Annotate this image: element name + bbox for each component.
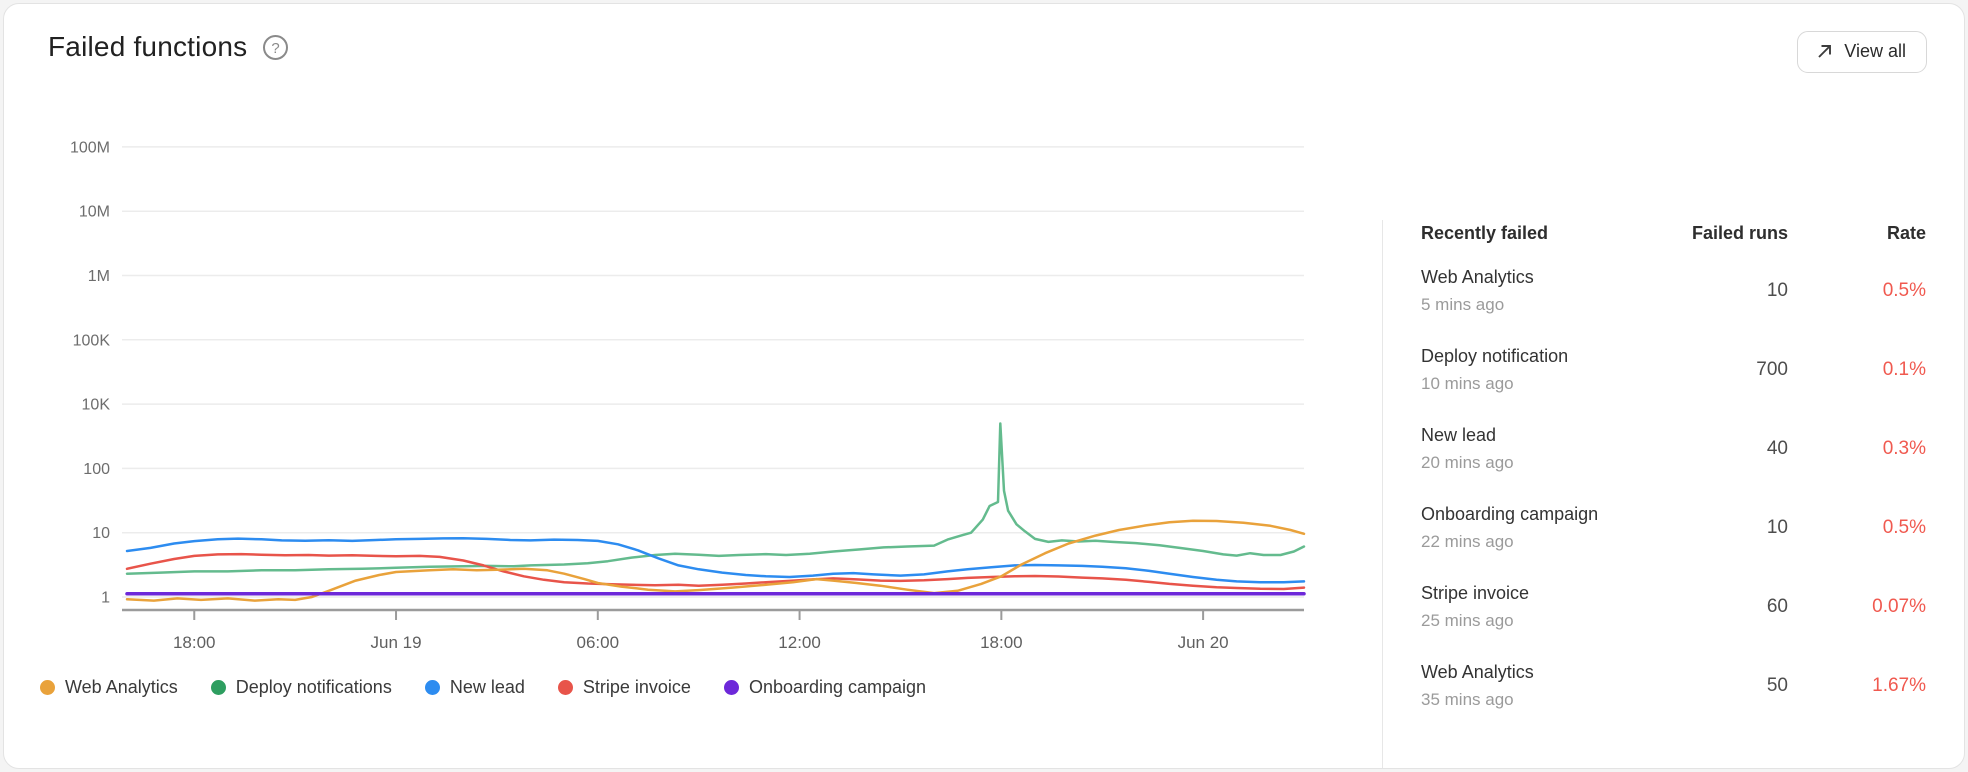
legend-item[interactable]: Onboarding campaign [723,677,927,698]
x-axis-label: 06:00 [577,633,620,652]
rate-value: 0.1% [1882,359,1926,380]
rate-value: 0.5% [1882,517,1926,538]
failed-runs-value: 10 [1766,280,1788,301]
function-name: Deploy notification [1421,346,1569,366]
series-line-stripe-invoice [125,552,1306,591]
y-axis-label: 1M [88,268,110,285]
y-axis-label: 1 [101,590,110,607]
rate-value: 0.3% [1882,438,1926,459]
y-axis-label: 10 [92,525,110,542]
column-header-rate: Rate [1886,223,1926,243]
legend-label: Deploy notifications [235,677,392,697]
failed-runs-value: 50 [1766,675,1788,696]
y-axis-label: 100 [83,461,110,478]
table-row[interactable]: Web Analytics 35 mins ago 50 1.67% [1421,647,1926,726]
function-time: 10 mins ago [1421,374,1514,393]
legend-label: New lead [449,677,525,697]
legend-dot-stripe-invoice [557,680,573,695]
table-row[interactable]: Deploy notification 10 mins ago 700 0.1% [1421,331,1926,410]
vertical-divider [1382,220,1383,768]
legend-dot-web-analytics [40,680,55,695]
legend-item[interactable]: New lead [424,677,525,698]
svg-text:?: ? [272,40,280,57]
x-axis-label: Jun 20 [1178,633,1229,652]
function-time: 20 mins ago [1421,453,1514,472]
function-name: Web Analytics [1421,662,1534,682]
x-axis-label: 18:00 [173,633,216,652]
legend-label: Onboarding campaign [748,677,927,697]
function-name: New lead [1421,425,1497,445]
legend-dot-deploy-notifications [210,680,226,695]
function-name: Onboarding campaign [1421,504,1599,524]
card-header: Failed functions ? View all [4,4,1964,73]
failed-runs-value: 10 [1766,517,1788,538]
table-row[interactable]: Web Analytics 5 mins ago 10 0.5% [1421,252,1926,331]
function-name: Web Analytics [1421,267,1534,287]
y-axis-label: 10K [82,397,111,414]
table-header-row: Recently failed Failed runs Rate [1421,223,1926,244]
page-title: Failed functions [48,31,248,62]
column-header-recently-failed: Recently failed [1421,223,1549,243]
function-time: 22 mins ago [1421,532,1514,551]
function-time: 25 mins ago [1421,611,1514,630]
legend-label: Web Analytics [65,677,178,697]
x-axis-label: Jun 19 [371,633,422,652]
failed-functions-chart: 100M 10M 1M 100K 10K 100 10 1 18:00 Jun 19 06:00 12… [4,73,1382,698]
rate-value: 1.67% [1872,675,1926,696]
function-time: 35 mins ago [1421,690,1514,709]
failed-runs-value: 60 [1766,596,1788,617]
view-all-label: View all [1844,41,1906,61]
failed-runs-value: 700 [1756,359,1788,380]
rate-value: 0.5% [1882,280,1926,301]
y-axis-label: 100K [73,332,111,349]
legend-dot-new-lead [424,680,440,695]
function-name: Stripe invoice [1421,583,1530,603]
recently-failed-table: Recently failed Failed runs Rate Web Ana… [1383,73,1964,726]
x-axis-label: 18:00 [980,633,1023,652]
legend-label: Stripe invoice [582,677,691,697]
help-icon[interactable]: ? [262,34,289,61]
y-axis-label: 10M [79,204,110,221]
legend-item[interactable]: Stripe invoice [557,677,691,698]
x-axis-label: 12:00 [778,633,821,652]
arrow-up-right-icon [1818,45,1832,58]
chart-legend: Web Analytics Deploy notifications New l… [40,677,1382,698]
column-header-failed-runs: Failed runs [1691,223,1788,243]
failed-functions-card: Failed functions ? View all 100M 10M 1M 100… [3,3,1965,769]
view-all-button[interactable]: View all [1797,31,1927,73]
legend-item[interactable]: Deploy notifications [210,677,392,698]
legend-item[interactable]: Web Analytics [40,677,178,698]
function-time: 5 mins ago [1421,295,1505,314]
table-row[interactable]: Stripe invoice 25 mins ago 60 0.07% [1421,568,1926,647]
series-line-deploy-notifications [125,422,1306,575]
rate-value: 0.07% [1872,596,1926,617]
failed-runs-value: 40 [1766,438,1788,459]
y-axis-label: 100M [70,139,110,156]
legend-dot-onboarding-campaign [723,680,739,695]
table-row[interactable]: Onboarding campaign 22 mins ago 10 0.5% [1421,489,1926,568]
series-line-new-lead [125,536,1306,584]
line-chart[interactable]: 100M 10M 1M 100K 10K 100 10 1 18:00 Jun 19 06:00 12… [12,105,1382,673]
table-row[interactable]: New lead 20 mins ago 40 0.3% [1421,410,1926,489]
